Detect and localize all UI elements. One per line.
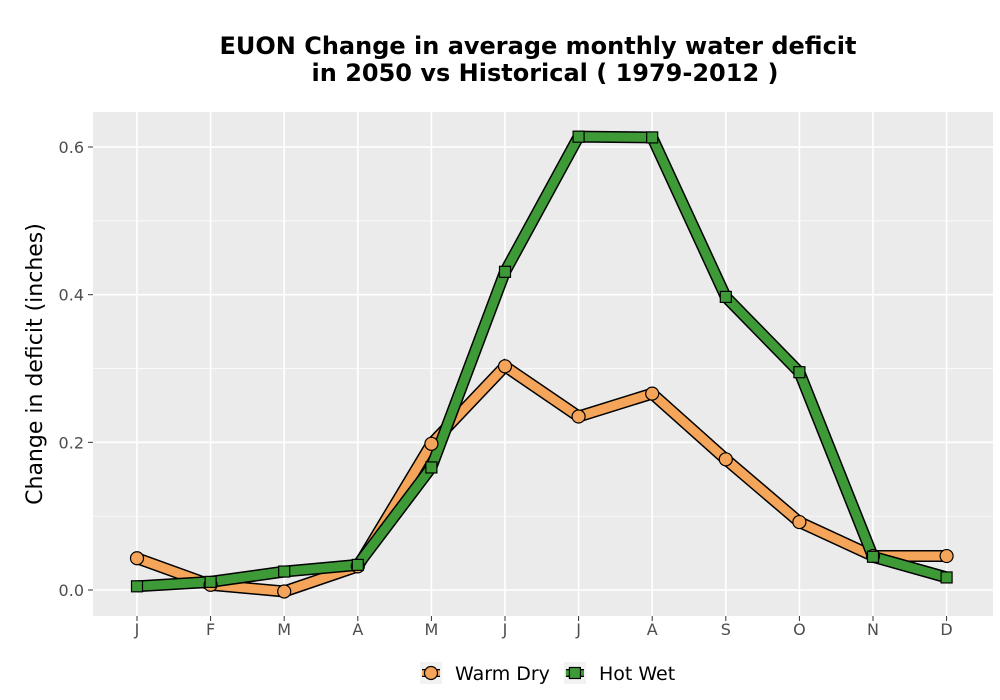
x-tick-label: M bbox=[277, 620, 291, 639]
x-tick-label: J bbox=[134, 620, 140, 639]
legend: Warm Dry Hot Wet bbox=[420, 662, 675, 685]
warm-dry-point bbox=[129, 551, 145, 566]
x-tick-label: D bbox=[940, 620, 952, 639]
legend-item-hot-wet: Hot Wet bbox=[563, 662, 675, 685]
x-tick-label: M bbox=[424, 620, 438, 639]
x-tick-label: S bbox=[721, 620, 731, 639]
y-tick-label: 0.0 bbox=[59, 581, 84, 600]
chart-title-line-1: EUON Change in average monthly water def… bbox=[220, 32, 857, 60]
warm-dry-line bbox=[135, 360, 947, 597]
x-tick-label: A bbox=[352, 620, 363, 639]
legend-label-hot-wet: Hot Wet bbox=[599, 663, 675, 685]
y-axis-ticks: 0.0 0.2 0.4 0.6 bbox=[59, 138, 93, 600]
hot-wet-point bbox=[425, 461, 438, 474]
warm-dry-point bbox=[497, 359, 513, 374]
legend-key-marker bbox=[568, 666, 582, 680]
chart-title-line-2: in 2050 vs Historical ( 1979-2012 ) bbox=[312, 59, 779, 87]
legend-item-warm-dry: Warm Dry bbox=[420, 662, 550, 685]
y-tick-label: 0.6 bbox=[59, 138, 84, 157]
y-tick-label: 0.4 bbox=[59, 286, 84, 305]
warm-dry-point bbox=[939, 548, 954, 564]
series-markers bbox=[129, 130, 954, 599]
hot-wet-point bbox=[646, 131, 659, 144]
warm-dry-point bbox=[277, 584, 292, 599]
hot-wet-point bbox=[204, 575, 217, 588]
y-axis-title: Change in deficit (inches) bbox=[23, 223, 48, 505]
legend-key-marker bbox=[423, 665, 439, 681]
x-tick-label: A bbox=[647, 620, 658, 639]
hot-wet-point bbox=[572, 130, 585, 143]
hot-wet-point bbox=[351, 558, 364, 571]
x-tick-label: F bbox=[206, 620, 215, 639]
hot-wet-line bbox=[136, 132, 948, 591]
hot-wet-point bbox=[793, 366, 806, 379]
x-tick-label: J bbox=[575, 620, 581, 639]
warm-dry-point bbox=[792, 514, 807, 530]
warm-dry-point bbox=[571, 409, 586, 424]
warm-dry-point bbox=[718, 452, 733, 467]
hot-wet-point bbox=[278, 565, 291, 578]
minor-gridlines bbox=[93, 220, 993, 517]
legend-label-warm-dry: Warm Dry bbox=[455, 663, 550, 685]
series-lines bbox=[134, 130, 949, 598]
x-tick-label: O bbox=[793, 620, 806, 639]
x-tick-label: N bbox=[867, 620, 879, 639]
hot-wet-point bbox=[498, 265, 512, 278]
hot-wet-point bbox=[719, 290, 732, 303]
y-tick-label: 0.2 bbox=[59, 433, 84, 452]
hot-wet-point bbox=[130, 580, 144, 593]
warm-dry-point bbox=[424, 436, 439, 451]
x-tick-label: J bbox=[502, 620, 508, 639]
hot-wet-point bbox=[866, 550, 880, 563]
hot-wet-point bbox=[940, 571, 953, 584]
plot-panel bbox=[93, 112, 993, 616]
warm-dry-point bbox=[645, 386, 660, 401]
